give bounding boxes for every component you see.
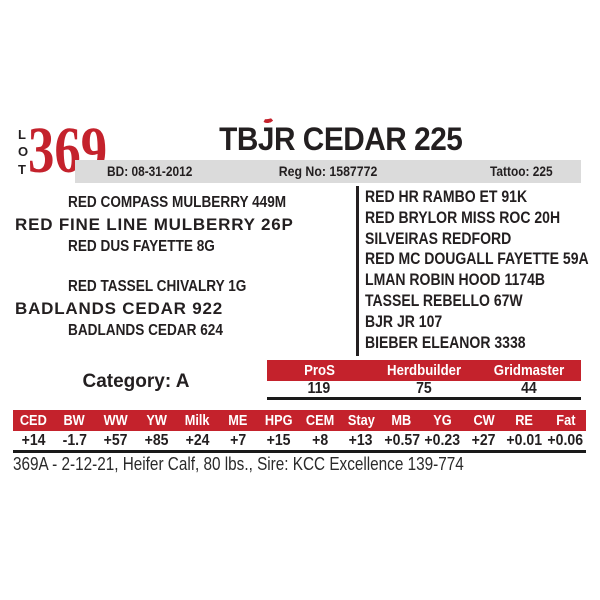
registration-number: Reg No: 1587772 — [278, 163, 378, 179]
info-bar: BD: 08-31-2012 Reg No: 1587772 Tattoo: 2… — [75, 160, 581, 183]
lot-label: L O T — [18, 126, 28, 178]
epd-header: MB — [391, 412, 412, 429]
sire-grandsire: RED COMPASS MULBERRY 449M — [68, 194, 287, 211]
ancestor-list: RED HR RAMBO ET 91K RED BRYLOR MISS ROC … — [365, 187, 597, 353]
epd-header: Fat — [555, 412, 576, 429]
category-label: Category: A — [82, 371, 190, 392]
epd-value: +0.06 — [547, 431, 584, 449]
index-score-value: 44 — [520, 380, 537, 397]
epd-header: HPG — [265, 412, 293, 429]
epd-header: YW — [145, 412, 167, 429]
index-score-header-row: ProS Herdbuilder Gridmaster — [267, 360, 581, 381]
dam-pedigree: RED TASSEL CHIVALRY 1G BADLANDS CEDAR 92… — [0, 276, 356, 342]
epd-header: CEM — [305, 412, 335, 429]
sire-pedigree: RED COMPASS MULBERRY 449M RED FINE LINE … — [0, 192, 356, 258]
epd-value-row: +14 -1.7 +57 +85 +24 +7 +15 +8 +13 +0.57… — [13, 431, 586, 450]
epd-header: Milk — [184, 412, 210, 429]
birth-date: BD: 08-31-2012 — [107, 163, 193, 179]
epd-value: +0.57 — [383, 431, 420, 449]
lot-label-letter: O — [18, 144, 29, 160]
epd-value: +15 — [267, 431, 291, 449]
ancestor-name: RED MC DOUGALL FAYETTE 59A — [365, 250, 589, 269]
ancestor-name: TASSEL REBELLO 67W — [365, 291, 523, 310]
epd-header: ME — [228, 412, 248, 429]
epd-header: RE — [515, 412, 534, 429]
epd-value: -1.7 — [62, 431, 87, 449]
title-prefix: TBJ — [219, 113, 275, 155]
epd-value: +8 — [311, 431, 328, 449]
epd-value: +0.23 — [424, 431, 461, 449]
epd-header-row: CED BW WW YW Milk ME HPG CEM Stay MB YG … — [13, 410, 586, 431]
epd-table: CED BW WW YW Milk ME HPG CEM Stay MB YG … — [13, 410, 586, 453]
dam-granddam: BADLANDS CEDAR 624 — [68, 322, 223, 339]
index-score-table: ProS Herdbuilder Gridmaster 119 75 44 — [267, 360, 581, 400]
epd-value: +0.01 — [506, 431, 543, 449]
index-score-header: ProS — [303, 362, 335, 379]
index-score-header: Herdbuilder — [386, 362, 462, 379]
sire-name: RED FINE LINE MULBERRY 26P — [15, 215, 294, 234]
lot-label-letter: T — [18, 161, 26, 177]
epd-value: +14 — [21, 431, 46, 449]
index-score-value: 119 — [307, 380, 331, 397]
epd-value: +24 — [185, 431, 210, 449]
index-score-header: Gridmaster — [493, 362, 564, 379]
title-suffix: R CEDAR 225 — [274, 121, 463, 157]
epd-value: +57 — [103, 431, 128, 449]
epd-header: CW — [472, 412, 495, 429]
epd-header: BW — [63, 412, 86, 429]
sire-granddam: RED DUS FAYETTE 8G — [68, 238, 215, 255]
ancestor-name: RED HR RAMBO ET 91K — [365, 188, 528, 206]
dam-grandsire: RED TASSEL CHIVALRY 1G — [68, 278, 247, 295]
lot-label-letter: L — [18, 127, 26, 142]
epd-value: +13 — [348, 431, 373, 449]
index-score-value: 75 — [416, 380, 432, 397]
tattoo: Tattoo: 225 — [490, 163, 553, 179]
pedigree-divider — [356, 186, 359, 356]
animal-name-title: TBJ R CEDAR 225 — [82, 113, 600, 157]
ancestor-name: RED BRYLOR MISS ROC 20H — [365, 208, 561, 227]
epd-header: YG — [433, 412, 452, 429]
epd-header: Stay — [347, 412, 375, 429]
epd-value: +27 — [471, 431, 496, 449]
ancestor-name: BJR JR 107 — [365, 312, 443, 331]
footer-note: 369A - 2-12-21, Heifer Calf, 80 lbs., Si… — [13, 454, 464, 474]
dam-name: BADLANDS CEDAR 922 — [15, 299, 224, 318]
index-score-value-row: 119 75 44 — [267, 380, 581, 397]
ancestor-name: SILVEIRAS REDFORD — [365, 229, 512, 248]
epd-header: WW — [103, 412, 128, 429]
epd-value: +7 — [230, 431, 247, 449]
epd-value: +85 — [144, 431, 169, 449]
ancestor-name: BIEBER ELEANOR 3338 — [365, 333, 526, 352]
ancestor-name: LMAN ROBIN HOOD 1174B — [365, 271, 546, 290]
epd-header: CED — [19, 412, 47, 429]
